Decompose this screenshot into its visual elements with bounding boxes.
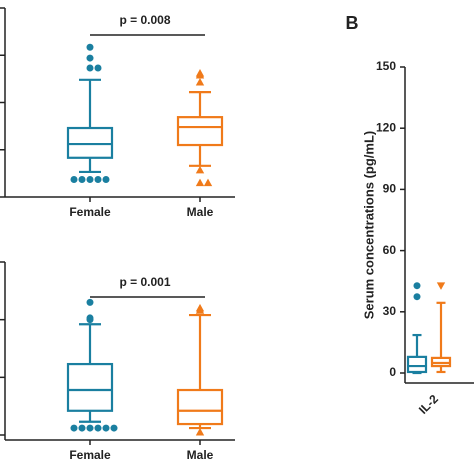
outlier — [195, 427, 205, 436]
x-tick-label: Female — [69, 205, 111, 219]
outlier — [102, 424, 110, 432]
outlier — [436, 282, 446, 290]
box — [66, 362, 114, 412]
outlier — [413, 282, 421, 290]
outlier — [86, 43, 94, 51]
panel-label: B — [346, 13, 359, 33]
y-tick-label: 90 — [383, 182, 397, 196]
outlier — [94, 176, 102, 184]
outlier — [110, 424, 118, 432]
box — [406, 355, 428, 374]
outlier — [70, 176, 78, 184]
outlier — [195, 77, 205, 86]
outlier — [86, 64, 94, 72]
y-tick-label: 60 — [383, 243, 397, 257]
x-tick-label: IL-2 — [416, 392, 441, 417]
x-tick-label: Male — [187, 448, 214, 462]
box — [176, 116, 224, 147]
y-tick-label: 0 — [389, 365, 396, 379]
p-value: p = 0.001 — [119, 275, 170, 289]
y-tick-label: 30 — [383, 304, 397, 318]
y-tick-label: 150 — [376, 59, 396, 73]
outlier — [86, 176, 94, 184]
x-tick-label: Female — [69, 448, 111, 462]
outlier — [70, 424, 78, 432]
outlier — [86, 54, 94, 62]
outlier — [78, 176, 86, 184]
y-axis-label: Serum concentrations (pg/mL) — [361, 131, 376, 320]
box — [66, 126, 114, 159]
outlier — [203, 178, 213, 187]
x-tick-label: Male — [187, 205, 214, 219]
outlier — [86, 424, 94, 432]
outlier — [195, 70, 205, 79]
outlier — [86, 316, 94, 324]
outlier — [94, 424, 102, 432]
outlier — [195, 306, 205, 314]
outlier — [413, 293, 421, 301]
box — [176, 388, 224, 426]
y-tick-label: 120 — [376, 120, 396, 134]
outlier — [195, 178, 205, 187]
outlier — [94, 64, 102, 72]
p-value: p = 0.008 — [119, 13, 170, 27]
outlier — [86, 298, 94, 306]
outlier — [102, 176, 110, 184]
outlier — [78, 424, 86, 432]
outlier — [195, 165, 205, 174]
